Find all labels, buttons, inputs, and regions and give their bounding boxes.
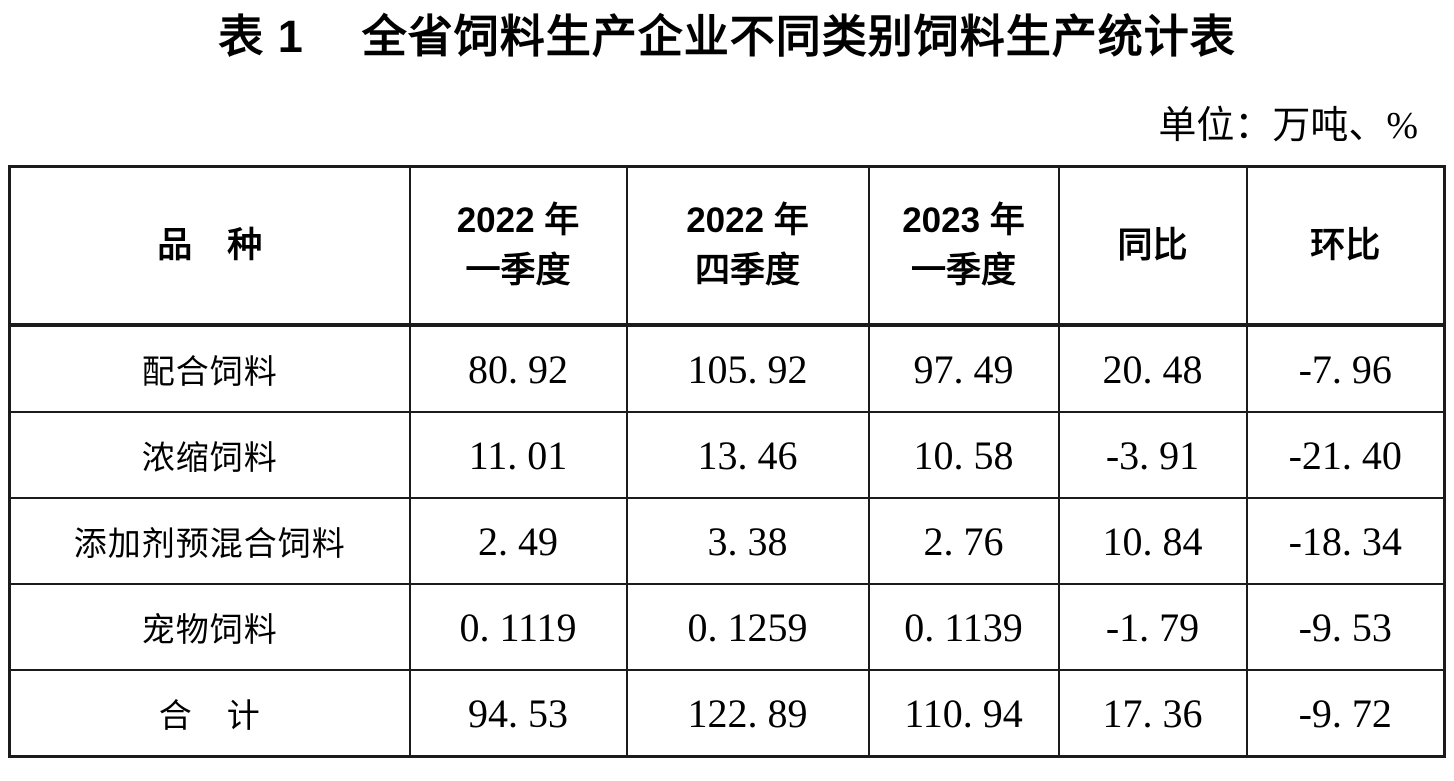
col-header-2023-q1-line2: 一季度 <box>910 250 1016 290</box>
col-header-2022-q4-line2: 四季度 <box>694 250 800 290</box>
col-header-2022-q4-line1: 2022 年 <box>686 200 809 240</box>
cell-2022-q4: 3. 38 <box>625 497 870 586</box>
cell-2022-q4: 13. 46 <box>625 411 870 500</box>
cell-2023-q1: 2. 76 <box>867 497 1060 586</box>
cell-category: 配合饲料 <box>8 324 411 414</box>
unit-note: 单位：万吨、% <box>1158 104 1418 147</box>
table-row-concentrated-feed: 浓缩饲料 11. 01 13. 46 10. 58 -3. 91 -21. 40 <box>8 411 1446 500</box>
cell-mom: -9. 72 <box>1245 669 1446 758</box>
cell-2022-q1: 80. 92 <box>408 324 628 414</box>
col-header-yoy: 同比 <box>1057 165 1248 328</box>
cell-2023-q1: 0. 1139 <box>867 583 1060 672</box>
table-row-total: 合 计 94. 53 122. 89 110. 94 17. 36 -9. 72 <box>8 669 1446 758</box>
cell-mom: -18. 34 <box>1245 497 1446 586</box>
cell-2022-q1: 0. 1119 <box>408 583 628 672</box>
table-row-compound-feed: 配合饲料 80. 92 105. 92 97. 49 20. 48 -7. 96 <box>8 324 1446 414</box>
cell-mom: -21. 40 <box>1245 411 1446 500</box>
cell-2023-q1: 10. 58 <box>867 411 1060 500</box>
header-row: 品 种 2022 年 一季度 2022 年 四季度 2023 年 一季度 同比 <box>8 165 1446 328</box>
feed-production-table: 品 种 2022 年 一季度 2022 年 四季度 2023 年 一季度 同比 <box>8 165 1446 759</box>
cell-category: 宠物饲料 <box>8 583 411 672</box>
cell-category: 添加剂预混合饲料 <box>8 497 411 586</box>
cell-mom: -9. 53 <box>1245 583 1446 672</box>
cell-category: 浓缩饲料 <box>8 411 411 500</box>
col-header-2023-q1: 2023 年 一季度 <box>867 165 1060 328</box>
col-header-2022-q1-line2: 一季度 <box>465 250 571 290</box>
table-caption-title: 全省饲料生产企业不同类别饲料生产统计表 <box>361 11 1236 62</box>
col-header-category: 品 种 <box>8 165 411 328</box>
col-header-mom: 环比 <box>1245 165 1446 328</box>
col-header-yoy-line1: 同比 <box>1117 225 1188 265</box>
col-header-mom-line1: 环比 <box>1310 225 1381 265</box>
cell-2022-q4: 122. 89 <box>625 669 870 758</box>
table-caption: 表 1 全省饲料生产企业不同类别饲料生产统计表 <box>0 0 1454 62</box>
cell-2022-q1: 2. 49 <box>408 497 628 586</box>
cell-2023-q1: 110. 94 <box>867 669 1060 758</box>
table-caption-label: 表 1 <box>218 11 304 62</box>
col-header-category-line1: 品 种 <box>157 225 263 265</box>
cell-yoy: 17. 36 <box>1057 669 1248 758</box>
cell-2022-q4: 0. 1259 <box>625 583 870 672</box>
col-header-2023-q1-line1: 2023 年 <box>902 200 1025 240</box>
cell-2022-q1: 94. 53 <box>408 669 628 758</box>
cell-mom: -7. 96 <box>1245 324 1446 414</box>
table-row-additive-premix-feed: 添加剂预混合饲料 2. 49 3. 38 2. 76 10. 84 -18. 3… <box>8 497 1446 586</box>
cell-yoy: -3. 91 <box>1057 411 1248 500</box>
col-header-2022-q1: 2022 年 一季度 <box>408 165 628 328</box>
cell-yoy: -1. 79 <box>1057 583 1248 672</box>
table-row-pet-feed: 宠物饲料 0. 1119 0. 1259 0. 1139 -1. 79 -9. … <box>8 583 1446 672</box>
cell-2023-q1: 97. 49 <box>867 324 1060 414</box>
col-header-2022-q1-line1: 2022 年 <box>456 200 580 240</box>
col-header-2022-q4: 2022 年 四季度 <box>625 165 870 328</box>
cell-2022-q4: 105. 92 <box>625 324 870 414</box>
cell-2022-q1: 11. 01 <box>408 411 628 500</box>
cell-yoy: 10. 84 <box>1057 497 1248 586</box>
cell-category: 合 计 <box>8 669 411 758</box>
cell-yoy: 20. 48 <box>1057 324 1248 414</box>
